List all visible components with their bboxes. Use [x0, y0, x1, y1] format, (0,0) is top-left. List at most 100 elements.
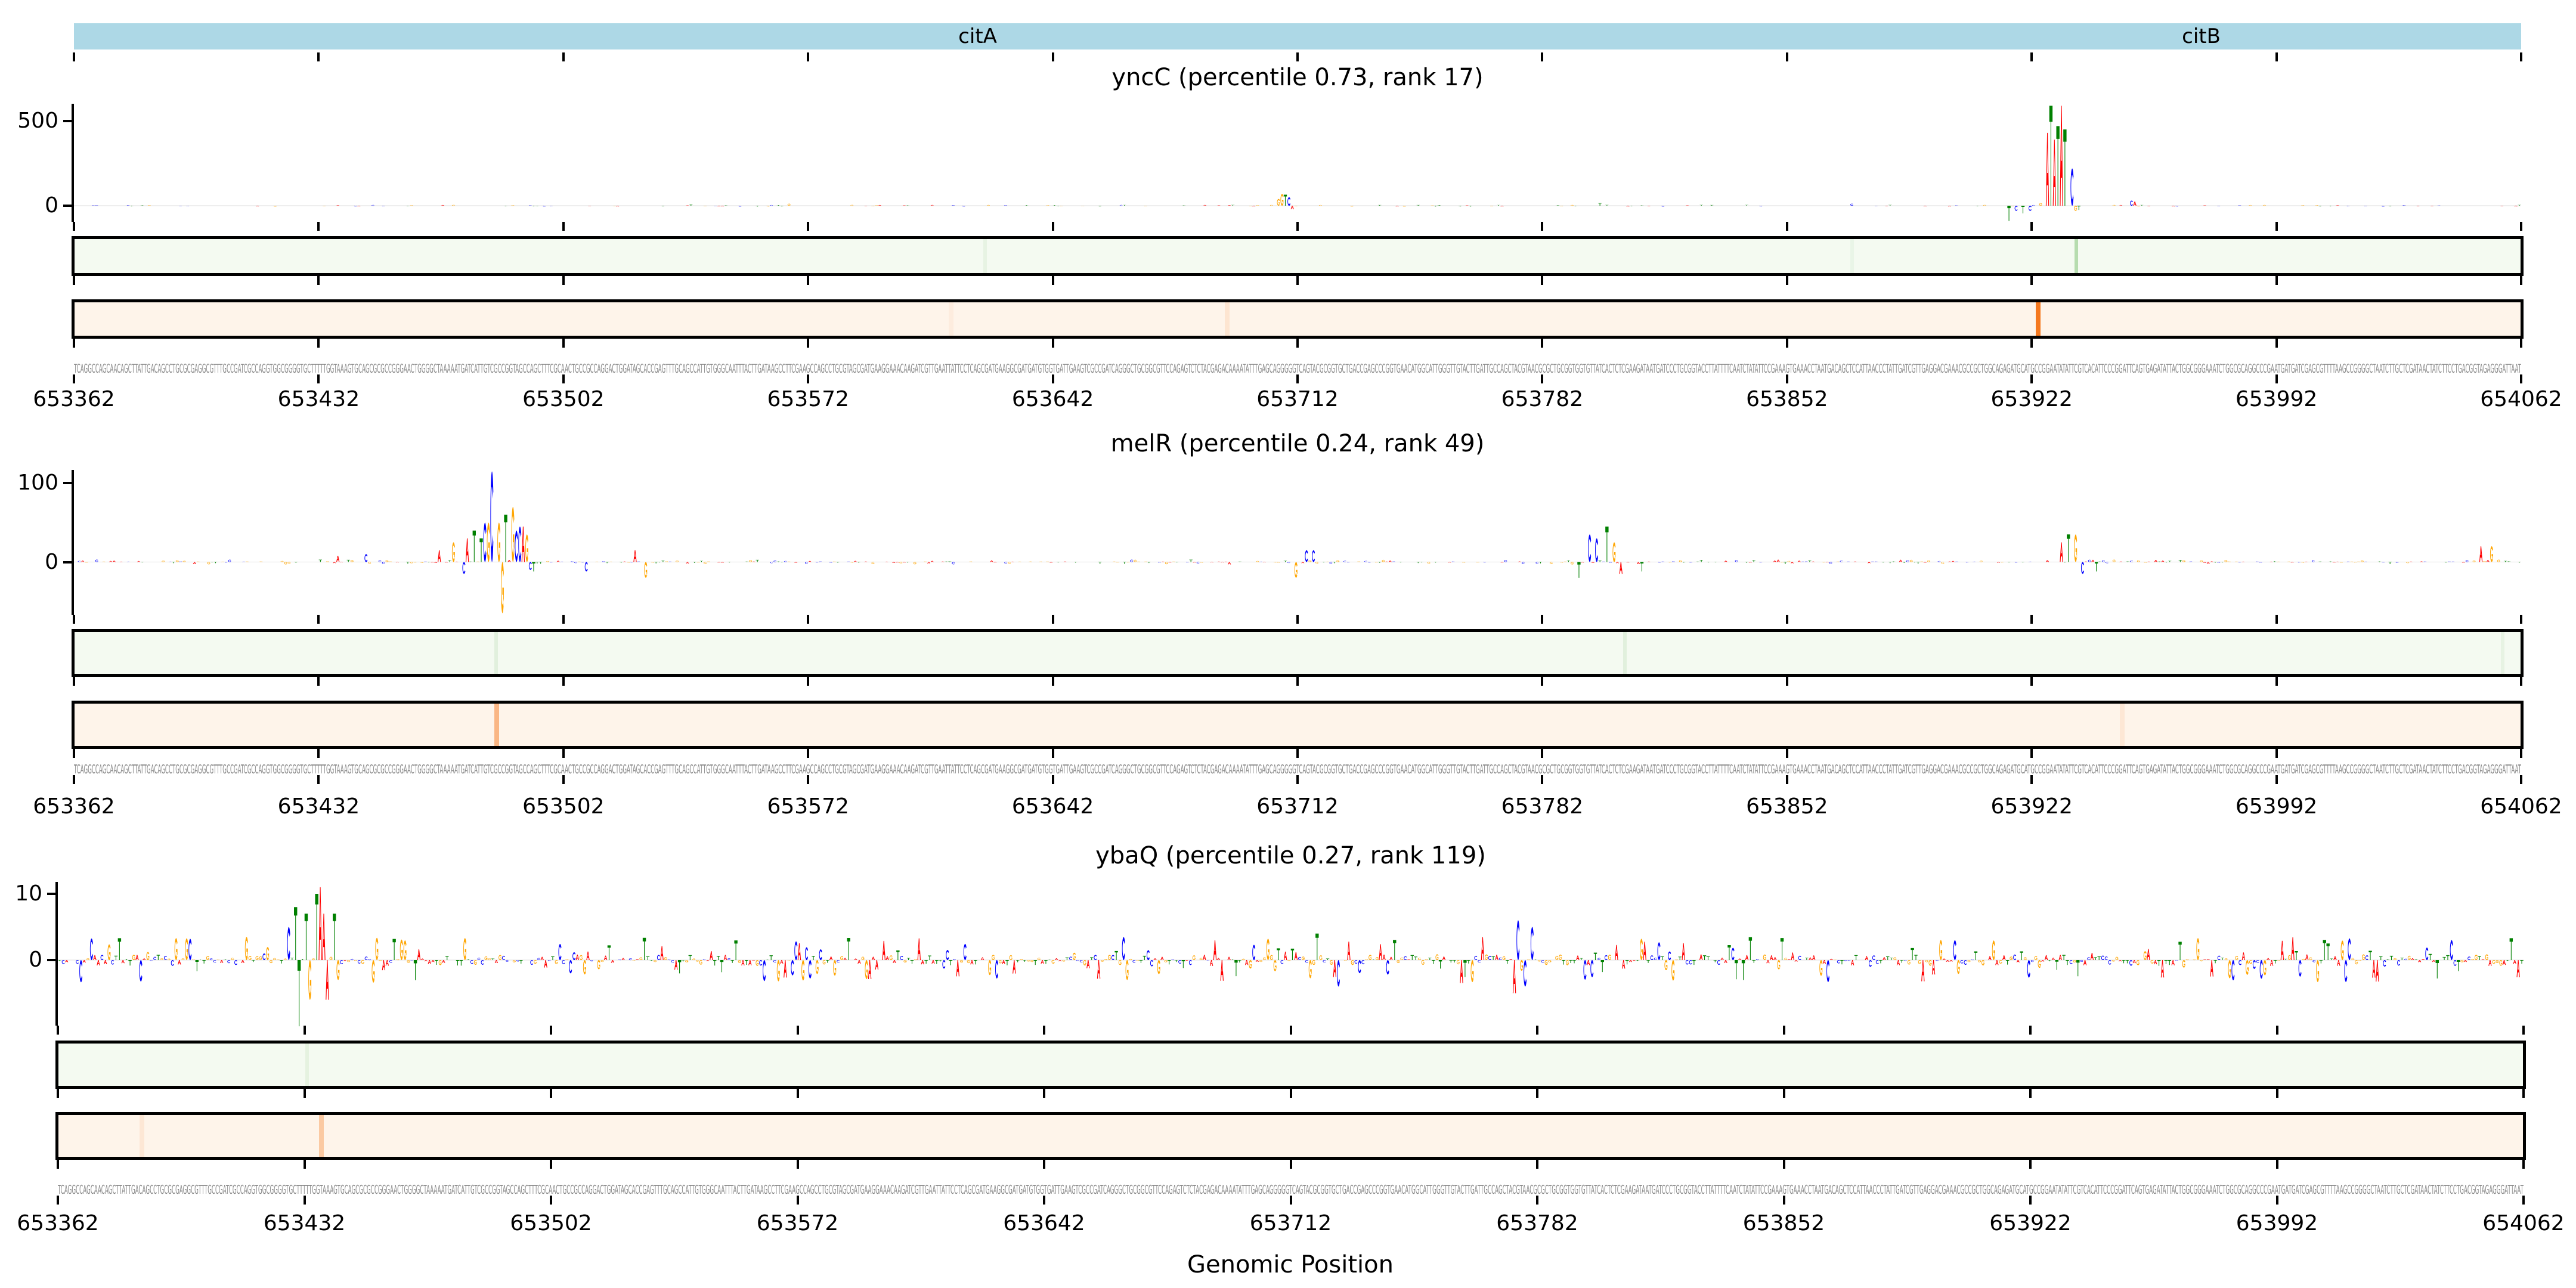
logo-letter-A: [1829, 958, 1833, 961]
logo-letter-G: [1784, 958, 1788, 961]
x-tick-label: 653642: [1003, 1211, 1085, 1236]
logo-letter-G: [1777, 960, 1781, 970]
logo-letter-T: [699, 561, 704, 562]
logo-letter-T: [1433, 562, 1438, 563]
logo-letter-G: [1277, 562, 1280, 563]
sequence-text: TCAGGCCAGCAACAGCTTATTGACAGCCTGCGCGAGGCGT…: [58, 1182, 2524, 1197]
logo-letter-C: [234, 960, 238, 965]
logo-letter-A: [112, 561, 116, 562]
logo-letter-A: [1407, 959, 1411, 961]
track-highlight: [305, 1044, 309, 1086]
logo-letter-A: [97, 960, 100, 966]
logo-letter-C: [163, 956, 167, 961]
logo-letter-T: [117, 938, 122, 961]
logo-letter-G: [147, 205, 151, 206]
logo-letter-G: [914, 959, 918, 961]
logo-letter-T: [1437, 205, 1441, 206]
logo-letter-G: [1319, 955, 1323, 961]
logo-letter-A: [1766, 960, 1770, 964]
logo-letter-T: [1888, 205, 1892, 206]
logo-letter-G: [1273, 960, 1277, 971]
logo-letter-G: [850, 562, 854, 563]
logo-letter-T: [1189, 559, 1193, 562]
y-tick-label: 0: [29, 948, 42, 973]
x-tick-label: 653502: [522, 794, 605, 819]
x-tick: [73, 222, 75, 231]
x-tick: [796, 1026, 799, 1035]
logo-letter-A: [1301, 562, 1305, 564]
logo-letter-A: [1686, 205, 1689, 206]
logo-letter-C: [1336, 960, 1340, 987]
logo-letter-A: [2267, 958, 2270, 961]
logo-letter-A: [1951, 561, 1955, 562]
logo-letter-A: [1255, 960, 1259, 962]
logo-letter-C: [1850, 203, 1853, 206]
logo-letter-A: [1283, 951, 1287, 961]
logo-letter-T: [213, 562, 218, 564]
x-tick: [2275, 276, 2278, 285]
logo-letter-C: [518, 527, 522, 562]
x-tick: [1782, 1196, 1785, 1205]
logo-letter-G: [206, 956, 209, 961]
sequence-track: TCAGGCCAGCAACAGCTTATTGACAGCCTGCGCGAGGCGT…: [74, 361, 2521, 376]
logo-letter-C: [667, 959, 671, 961]
score-track-orange: [72, 299, 2524, 339]
track-highlight: [2074, 239, 2078, 273]
x-tick: [796, 1160, 799, 1169]
logo-letter-A: [723, 955, 727, 961]
logo-letter-G: [511, 205, 515, 206]
logo-letter-T: [1727, 945, 1731, 961]
logo-letter-T: [2063, 129, 2067, 206]
logo-letter-C: [2397, 960, 2401, 966]
track-highlight: [1224, 302, 1230, 336]
logo-letter-G: [600, 960, 604, 962]
logo-letter-T: [2178, 942, 2182, 961]
logo-letter-G: [787, 960, 791, 961]
sequence-track: TCAGGCCAGCAACAGCTTATTGACAGCCTGCGCGAGGCGT…: [74, 762, 2521, 776]
logo-letter-G: [2074, 534, 2077, 562]
logo-letter-A: [857, 960, 861, 964]
logo-letter-T: [1692, 960, 1696, 965]
logo-letter-A: [1591, 562, 1595, 563]
logo-letter-T: [1900, 960, 1904, 963]
logo-letter-T: [2007, 206, 2011, 221]
x-tick: [562, 775, 565, 784]
logo-letter-C: [808, 960, 812, 979]
logo-letter-A: [318, 887, 322, 961]
x-tick: [2520, 677, 2522, 686]
logo-letter-C: [1524, 960, 1527, 987]
logo-letter-T: [280, 960, 283, 964]
logo-letter-G: [174, 938, 178, 961]
x-tick: [1296, 374, 1299, 383]
logo-letter-G: [484, 956, 488, 961]
x-tick: [1541, 775, 1544, 784]
logo-letter-C: [150, 960, 153, 961]
logo-letter-A: [586, 951, 590, 961]
logo-letter-T: [2165, 562, 2168, 563]
logo-letter-G: [986, 205, 990, 206]
logo-letter-G: [410, 562, 413, 564]
logo-letter-A: [843, 958, 847, 961]
logo-letter-A: [431, 960, 435, 962]
logo-letter-T: [681, 960, 685, 962]
logo-letter-A: [2291, 937, 2295, 961]
logo-letter-G: [1280, 194, 1284, 206]
logo-letter-G: [1981, 960, 1984, 965]
logo-letter-G: [1992, 940, 1995, 961]
x-tick: [550, 1196, 552, 1205]
logo-letter-A: [2241, 952, 2246, 961]
logo-letter-T: [689, 204, 693, 206]
x-tick: [1541, 52, 1544, 61]
logo-letter-C: [227, 960, 231, 964]
logo-letter-T: [1741, 960, 1745, 980]
logo-letter-T: [1167, 960, 1171, 965]
x-tick: [317, 749, 320, 758]
x-tick: [1541, 339, 1544, 348]
logo-letter-G: [644, 562, 648, 578]
logo-letter-T: [2157, 960, 2161, 966]
logo-letter-C: [1364, 561, 1368, 562]
y-tick: [47, 959, 55, 962]
x-tick: [2275, 749, 2278, 758]
logo-letter-G: [2354, 562, 2357, 563]
logo-letter-C: [209, 958, 213, 961]
